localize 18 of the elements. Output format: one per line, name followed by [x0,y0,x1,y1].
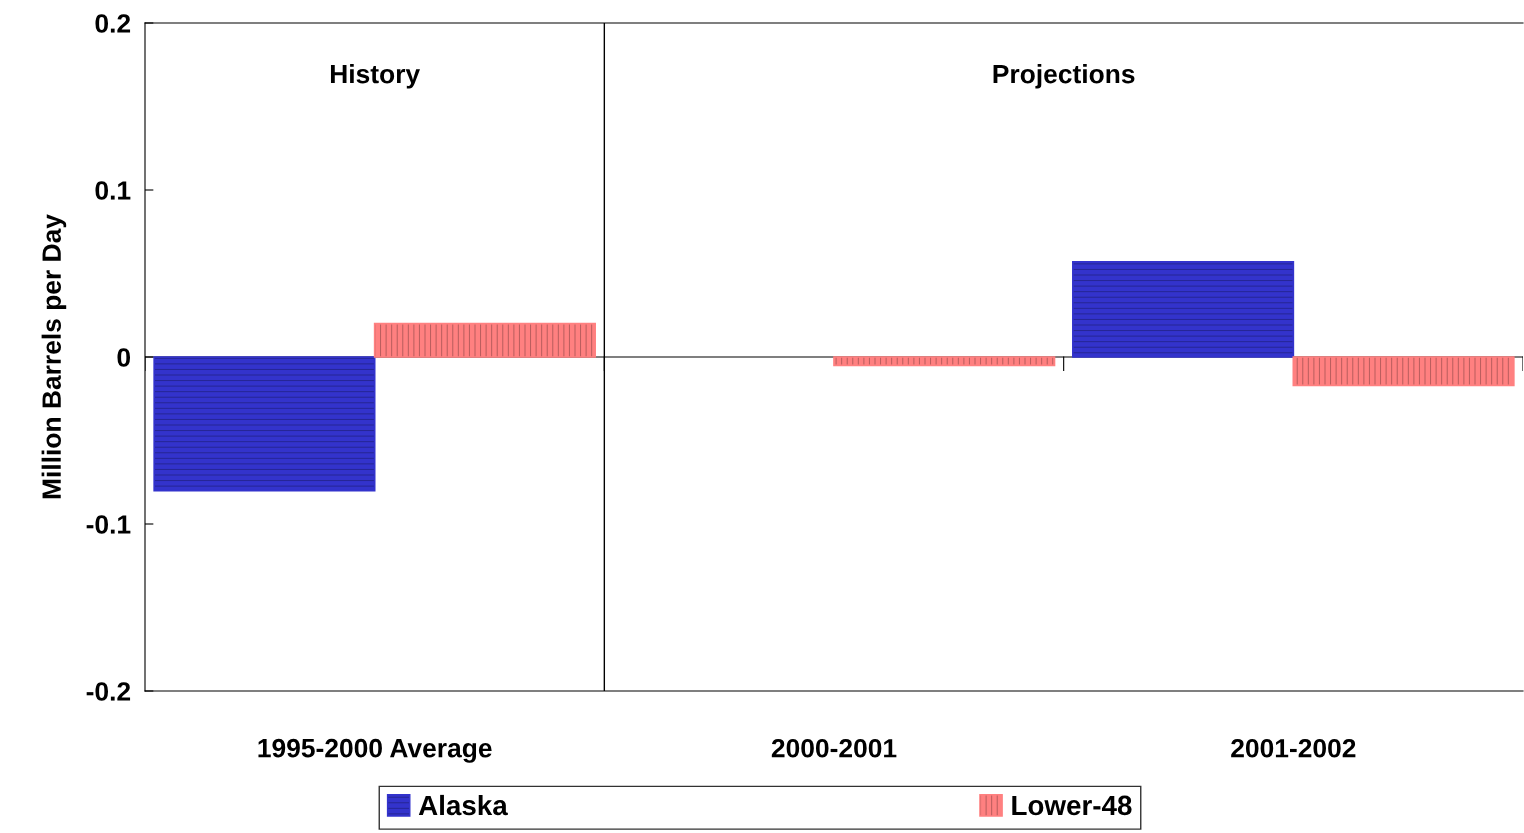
y-tick-label: 0.1 [95,181,131,200]
y-tick-label: 0.2 [95,14,131,33]
x-tick-label: 2000-2001 [771,738,897,758]
bar [1072,260,1295,358]
bar [833,356,1056,367]
legend-label: Lower-48 [1012,795,1132,816]
annotation: History [330,64,420,89]
x-tick-label: 1995-2000 Average [258,738,492,763]
y-tick-label: 0 [117,348,131,367]
bar [1292,356,1515,387]
y-tick-label: -0.1 [86,515,131,534]
bar [153,356,376,492]
bar [373,322,596,358]
y-tick-label: -0.2 [86,682,131,701]
x-tick-label: 2001-2002 [1231,738,1356,758]
annotation: Projections [993,64,1135,89]
y-axis-title: Million Barrels per Day [41,214,67,499]
legend-label: Alaska [418,794,508,816]
